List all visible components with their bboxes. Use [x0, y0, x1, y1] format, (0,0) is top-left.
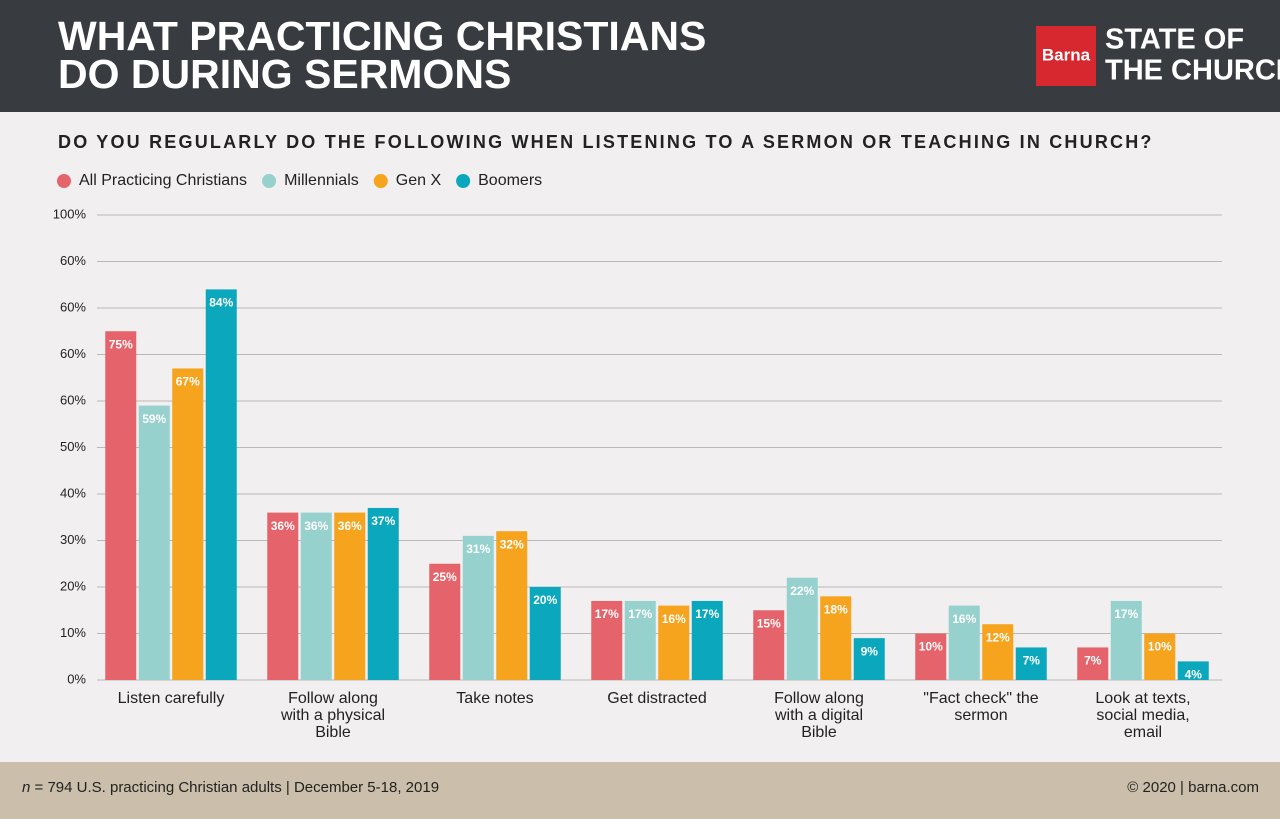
x-tick-label: Follow along with a physical Bible — [280, 690, 386, 741]
footer-credit: © 2020 | barna.com — [1127, 779, 1259, 796]
value-label: 25% — [433, 570, 457, 584]
value-label: 20% — [533, 593, 557, 607]
bar — [591, 600, 623, 680]
y-tick-label: 60% — [60, 299, 86, 314]
bar — [172, 368, 204, 680]
value-label: 36% — [338, 519, 362, 533]
legend-swatch — [57, 174, 71, 188]
value-label: 12% — [986, 630, 1010, 644]
y-tick-label: 100% — [53, 206, 87, 221]
logo-line: STATE OF — [1105, 24, 1244, 56]
value-label: 17% — [628, 607, 652, 621]
value-label: 31% — [466, 542, 490, 556]
legend-swatch — [456, 174, 471, 188]
x-tick-label: Listen carefully — [117, 690, 225, 707]
logo-line: THE CHURCH — [1105, 55, 1280, 87]
value-label: 17% — [595, 607, 619, 621]
value-label: 10% — [1148, 640, 1172, 654]
legend-swatch — [262, 174, 277, 188]
y-tick-label: 50% — [60, 439, 86, 454]
value-label: 4% — [1185, 668, 1203, 682]
x-tick-label: Look at texts, social media, email — [1095, 690, 1191, 741]
bar — [853, 638, 885, 680]
y-tick-label: 60% — [60, 253, 86, 268]
legend-label: All Practicing Christians — [79, 172, 247, 189]
bar — [367, 507, 399, 680]
value-label: 7% — [1084, 654, 1102, 668]
y-tick-label: 30% — [60, 532, 86, 547]
bar — [1177, 661, 1209, 680]
bar — [1110, 600, 1142, 680]
x-tick-label: Get distracted — [607, 690, 707, 707]
bar — [138, 405, 170, 680]
bar — [429, 563, 461, 680]
footer-note-text: = 794 U.S. practicing Christian adults |… — [30, 779, 439, 796]
value-label: 17% — [1114, 607, 1138, 621]
y-tick-label: 60% — [60, 392, 86, 407]
value-label: 17% — [695, 607, 719, 621]
bar — [624, 600, 656, 680]
value-label: 67% — [176, 375, 200, 389]
value-label: 18% — [824, 602, 848, 616]
value-label: 10% — [919, 640, 943, 654]
y-tick-label: 10% — [60, 625, 86, 640]
footer-n: n — [22, 779, 30, 796]
value-label: 36% — [304, 519, 328, 533]
bar — [658, 605, 690, 680]
bar — [948, 605, 980, 680]
bar — [205, 289, 237, 680]
bar — [496, 531, 528, 680]
bar — [300, 512, 332, 680]
y-tick-label: 0% — [67, 671, 86, 686]
value-label: 16% — [952, 612, 976, 626]
bar — [105, 331, 137, 680]
bar — [334, 512, 366, 680]
value-label: 36% — [271, 519, 295, 533]
bar — [1015, 647, 1047, 680]
value-label: 15% — [757, 616, 781, 630]
bar — [786, 577, 818, 680]
legend-label: Gen X — [396, 172, 442, 189]
value-label: 84% — [209, 296, 233, 310]
bar — [1144, 633, 1176, 680]
bar — [462, 535, 494, 680]
bar — [982, 624, 1014, 680]
y-tick-label: 60% — [60, 346, 86, 361]
value-label: 7% — [1023, 654, 1041, 668]
bar — [691, 600, 723, 680]
logo-brand: Barna — [1042, 45, 1091, 64]
y-tick-label: 40% — [60, 485, 86, 500]
chart-subtitle: DO YOU REGULARLY DO THE FOLLOWING WHEN L… — [58, 132, 1154, 152]
x-tick-label: Follow along with a digital Bible — [774, 690, 864, 741]
bar — [529, 587, 561, 680]
footer-band — [0, 762, 1280, 819]
legend-label: Millennials — [284, 172, 359, 189]
bar — [753, 610, 785, 680]
value-label: 37% — [371, 514, 395, 528]
value-label: 32% — [500, 537, 524, 551]
bar — [1077, 647, 1109, 680]
x-tick-label: Take notes — [456, 690, 534, 707]
value-label: 9% — [861, 644, 879, 658]
value-label: 16% — [662, 612, 686, 626]
value-label: 22% — [790, 584, 814, 598]
legend-label: Boomers — [478, 172, 542, 189]
y-tick-label: 20% — [60, 578, 86, 593]
value-label: 59% — [142, 412, 166, 426]
bar — [267, 512, 299, 680]
footer-note: n = 794 U.S. practicing Christian adults… — [22, 779, 439, 796]
bar — [915, 633, 947, 680]
legend-swatch — [373, 174, 388, 188]
value-label: 75% — [109, 337, 133, 351]
x-tick-label: "Fact check" the sermon — [923, 690, 1039, 724]
bar — [820, 596, 852, 680]
logo-box — [1036, 26, 1096, 86]
page-title: WHAT PRACTICING CHRISTIANS DO DURING SER… — [58, 13, 707, 97]
